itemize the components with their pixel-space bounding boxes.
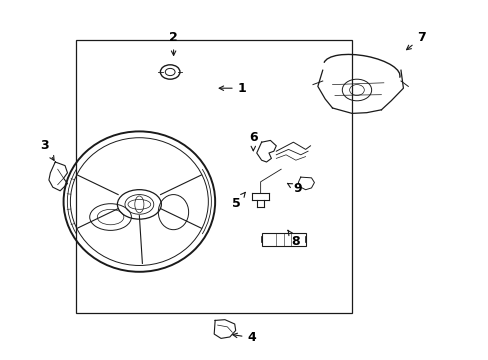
Text: 9: 9 [287, 183, 301, 195]
Text: 1: 1 [219, 82, 246, 95]
Bar [76, 40, 351, 313]
Text: 8: 8 [287, 230, 300, 248]
Text: 4: 4 [232, 331, 256, 344]
Text: 7: 7 [406, 31, 425, 50]
Text: 2: 2 [169, 31, 178, 55]
Text: 3: 3 [41, 139, 54, 161]
Text: 5: 5 [231, 192, 245, 210]
Bar [261, 233, 305, 246]
Text: 6: 6 [248, 131, 257, 151]
